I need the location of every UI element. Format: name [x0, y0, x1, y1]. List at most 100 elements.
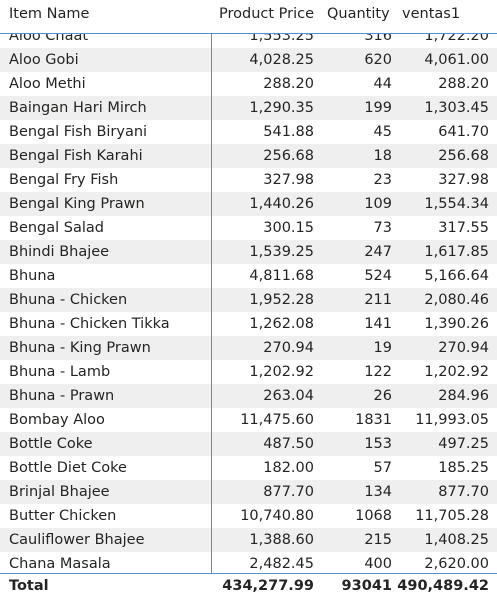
table-row[interactable]: Brinjal Bhajee 877.70 134 877.70: [0, 480, 497, 504]
cell-ventas1: 497.25: [438, 436, 489, 452]
table-row[interactable]: Bombay Aloo 11,475.60 1831 11,993.05: [0, 408, 497, 432]
total-ventas1: 490,489.42: [397, 578, 489, 594]
cell-ventas1: 185.25: [438, 460, 489, 476]
total-row: Total 434,277.99 93041 490,489.42: [0, 574, 497, 598]
cell-product-price: 11,475.60: [240, 412, 314, 428]
cell-quantity: 23: [373, 172, 392, 188]
cell-quantity: 1068: [355, 508, 392, 524]
cell-item-name: Bhuna - Prawn: [9, 388, 115, 404]
cell-product-price: 1,440.26: [249, 196, 314, 212]
vertical-scrollbar[interactable]: [493, 34, 497, 573]
cell-ventas1: 5,166.64: [424, 268, 489, 284]
cell-ventas1: 317.55: [438, 220, 489, 236]
column-divider: [211, 34, 212, 573]
cell-product-price: 1,290.35: [249, 100, 314, 116]
cell-quantity: 73: [373, 220, 392, 236]
table-row[interactable]: Bhuna - Chicken 1,952.28 211 2,080.46: [0, 288, 497, 312]
table-row[interactable]: Bhuna - King Prawn 270.94 19 270.94: [0, 336, 497, 360]
cell-ventas1: 1,390.26: [424, 316, 489, 332]
cell-item-name: Brinjal Bhajee: [9, 484, 110, 500]
column-header-quantity[interactable]: Quantity: [327, 6, 390, 22]
cell-product-price: 1,539.25: [249, 244, 314, 260]
cell-ventas1: 1,554.34: [424, 196, 489, 212]
cell-product-price: 877.70: [263, 484, 314, 500]
total-divider: [0, 573, 497, 574]
table-row[interactable]: Bhindi Bhajee 1,539.25 247 1,617.85: [0, 240, 497, 264]
cell-ventas1: 1,408.25: [424, 532, 489, 548]
table-row[interactable]: Aloo Methi 288.20 44 288.20: [0, 72, 497, 96]
table-row[interactable]: Aloo Chaat 1,553.25 316 1,722.20: [0, 34, 497, 48]
cell-item-name: Bhuna - Chicken Tikka: [9, 316, 170, 332]
table-row[interactable]: Bhuna 4,811.68 524 5,166.64: [0, 264, 497, 288]
table-row[interactable]: Cauliflower Bhajee 1,388.60 215 1,408.25: [0, 528, 497, 552]
cell-item-name: Bhuna - Chicken: [9, 292, 128, 308]
cell-quantity: 199: [364, 100, 392, 116]
cell-ventas1: 270.94: [438, 340, 489, 356]
cell-product-price: 1,952.28: [249, 292, 314, 308]
cell-item-name: Bombay Aloo: [9, 412, 105, 428]
cell-ventas1: 256.68: [438, 148, 489, 164]
cell-ventas1: 2,080.46: [424, 292, 489, 308]
cell-product-price: 182.00: [263, 460, 314, 476]
cell-product-price: 4,811.68: [249, 268, 314, 284]
cell-item-name: Cauliflower Bhajee: [9, 532, 145, 548]
cell-product-price: 1,262.08: [249, 316, 314, 332]
cell-quantity: 1831: [355, 412, 392, 428]
table-row[interactable]: Bengal Fry Fish 327.98 23 327.98: [0, 168, 497, 192]
cell-item-name: Bhuna - Lamb: [9, 364, 111, 380]
cell-item-name: Chana Masala: [9, 556, 111, 572]
cell-quantity: 316: [364, 34, 392, 44]
cell-item-name: Bengal Fry Fish: [9, 172, 119, 188]
table-row[interactable]: Bottle Diet Coke 182.00 57 185.25: [0, 456, 497, 480]
table-row[interactable]: Butter Chicken 10,740.80 1068 11,705.28: [0, 504, 497, 528]
cell-ventas1: 327.98: [438, 172, 489, 188]
cell-ventas1: 641.70: [438, 124, 489, 140]
table-row[interactable]: Chana Masala 2,482.45 400 2,620.00: [0, 552, 497, 573]
cell-product-price: 541.88: [263, 124, 314, 140]
cell-quantity: 211: [364, 292, 392, 308]
cell-product-price: 327.98: [263, 172, 314, 188]
table-row[interactable]: Bengal Fish Biryani 541.88 45 641.70: [0, 120, 497, 144]
cell-quantity: 19: [373, 340, 392, 356]
column-header-item-name[interactable]: Item Name: [9, 6, 90, 22]
table-row[interactable]: Aloo Gobi 4,028.25 620 4,061.00: [0, 48, 497, 72]
table-row[interactable]: Bhuna - Prawn 263.04 26 284.96: [0, 384, 497, 408]
cell-item-name: Bottle Coke: [9, 436, 93, 452]
table-row[interactable]: Bengal Fish Karahi 256.68 18 256.68: [0, 144, 497, 168]
table-row[interactable]: Bottle Coke 487.50 153 497.25: [0, 432, 497, 456]
cell-quantity: 141: [364, 316, 392, 332]
column-header-product-price[interactable]: Product Price: [219, 6, 315, 22]
cell-ventas1: 1,202.92: [424, 364, 489, 380]
table-row[interactable]: Bhuna - Lamb 1,202.92 122 1,202.92: [0, 360, 497, 384]
cell-product-price: 256.68: [263, 148, 314, 164]
total-product-price: 434,277.99: [222, 578, 314, 594]
cell-quantity: 109: [364, 196, 392, 212]
cell-product-price: 487.50: [263, 436, 314, 452]
cell-item-name: Aloo Gobi: [9, 52, 79, 68]
cell-item-name: Baingan Hari Mirch: [9, 100, 147, 116]
cell-ventas1: 2,620.00: [424, 556, 489, 572]
table-row[interactable]: Bhuna - Chicken Tikka 1,262.08 141 1,390.26: [0, 312, 497, 336]
cell-product-price: 1,553.25: [249, 34, 314, 44]
cell-product-price: 270.94: [263, 340, 314, 356]
cell-item-name: Bengal Salad: [9, 220, 104, 236]
table-row[interactable]: Bengal Salad 300.15 73 317.55: [0, 216, 497, 240]
cell-quantity: 44: [373, 76, 392, 92]
table-row[interactable]: Bengal King Prawn 1,440.26 109 1,554.34: [0, 192, 497, 216]
cell-item-name: Bottle Diet Coke: [9, 460, 127, 476]
cell-ventas1: 288.20: [438, 76, 489, 92]
cell-quantity: 18: [373, 148, 392, 164]
cell-product-price: 263.04: [263, 388, 314, 404]
cell-quantity: 122: [364, 364, 392, 380]
table-body[interactable]: Aloo Chaat 1,553.25 316 1,722.20 Aloo Gobi 4,…: [0, 34, 497, 573]
column-header-ventas1[interactable]: ventas1: [402, 6, 461, 22]
cell-quantity: 57: [373, 460, 392, 476]
cell-item-name: Bengal Fish Biryani: [9, 124, 148, 140]
cell-item-name: Aloo Methi: [9, 76, 86, 92]
table-row[interactable]: Baingan Hari Mirch 1,290.35 199 1,303.45: [0, 96, 497, 120]
total-label: Total: [9, 578, 49, 594]
total-quantity: 93041: [341, 578, 392, 594]
cell-product-price: 4,028.25: [249, 52, 314, 68]
cell-quantity: 247: [364, 244, 392, 260]
